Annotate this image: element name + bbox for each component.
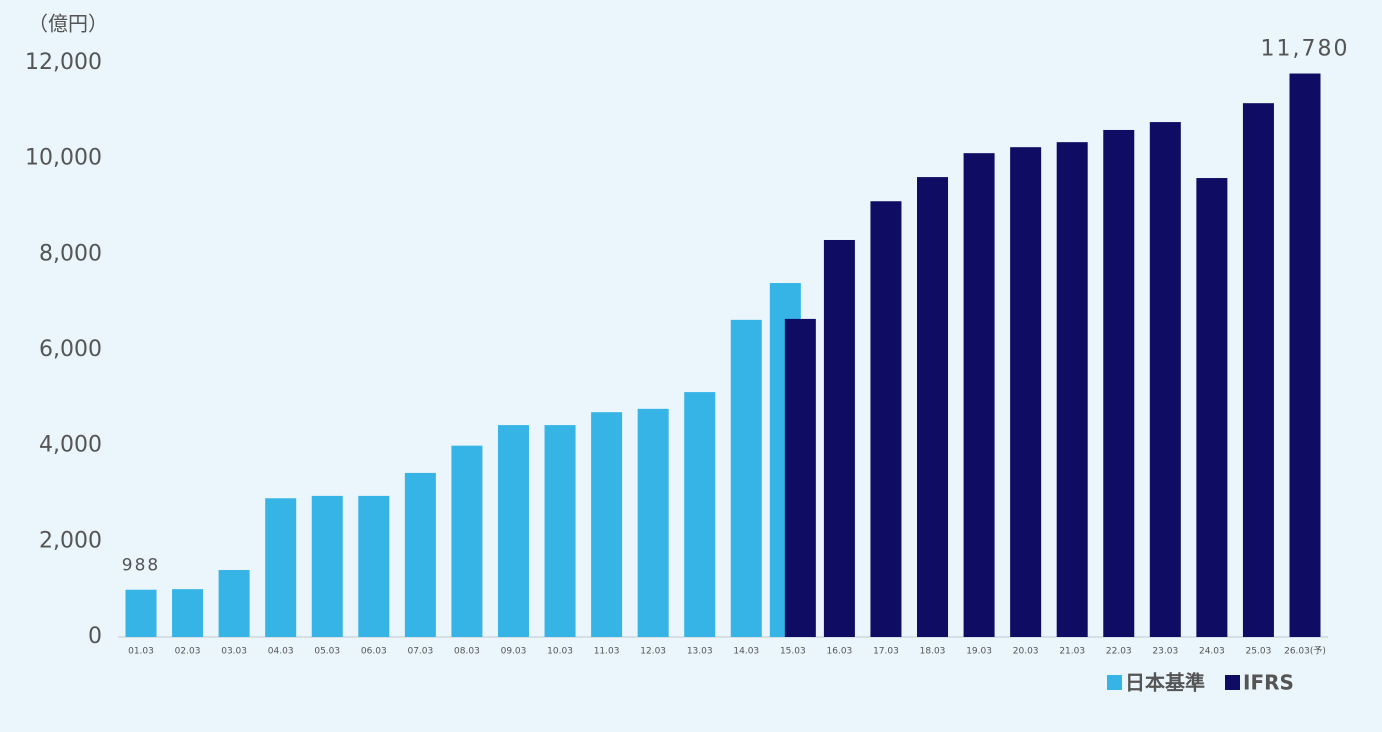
bar [637,408,669,637]
bar [125,589,157,637]
y-tick-label: 6,000 [39,337,102,362]
bar [870,201,902,637]
bar [684,392,716,637]
bar [1242,103,1274,638]
y-tick-label: 10,000 [25,146,102,171]
bar [265,498,297,637]
bar [451,445,483,637]
bar [591,412,623,637]
y-tick-label: 12,000 [25,50,102,75]
x-tick-label: 19.03 [966,647,992,657]
bar [172,589,204,637]
data-label: 988 [122,556,160,576]
x-tick-label: 10.03 [547,647,573,657]
legend-label: 日本基準 [1125,671,1205,695]
x-tick-label: 17.03 [873,647,899,657]
bar [1289,73,1321,638]
bar [358,495,390,637]
y-tick-label: 0 [88,624,102,649]
x-tick-label: 15.03 [780,647,806,657]
x-tick-label: 21.03 [1059,647,1085,657]
bar [311,495,343,637]
bar [963,153,995,637]
bar [823,239,855,637]
legend-swatch [1107,675,1122,690]
legend-swatch [1225,675,1240,690]
x-tick-label: 24.03 [1199,647,1225,657]
data-label: 11,780 [1261,37,1350,62]
x-tick-label: 12.03 [640,647,666,657]
legend-label: IFRS [1243,671,1294,695]
y-axis-label: （億円） [28,12,108,36]
x-tick-label: 06.03 [361,647,387,657]
bar [917,177,949,637]
x-tick-label: 02.03 [175,647,201,657]
x-tick-label: 01.03 [128,647,154,657]
bar [404,472,436,637]
x-tick-label: 26.03(予) [1284,646,1326,657]
bar [1103,129,1135,637]
bar [730,319,762,637]
bar [784,318,816,637]
x-tick-label: 05.03 [314,647,340,657]
x-tick-label: 11.03 [594,647,620,657]
bar [1149,122,1181,638]
bar [218,570,250,637]
x-tick-label: 16.03 [827,647,853,657]
x-tick-label: 20.03 [1013,647,1039,657]
x-tick-label: 03.03 [221,647,247,657]
bar [544,425,576,637]
x-tick-label: 09.03 [501,647,527,657]
bar [1196,178,1228,637]
bar [1010,147,1042,638]
x-tick-label: 04.03 [268,647,294,657]
x-tick-label: 14.03 [733,647,759,657]
bar [497,425,529,637]
y-tick-label: 4,000 [39,433,102,458]
x-tick-label: 07.03 [407,647,433,657]
x-tick-label: 18.03 [920,647,946,657]
y-tick-label: 8,000 [39,241,102,266]
y-tick-label: 2,000 [39,528,102,553]
bar [1056,142,1088,637]
x-tick-label: 13.03 [687,647,713,657]
x-tick-label: 25.03 [1246,647,1272,657]
x-tick-label: 08.03 [454,647,480,657]
x-tick-label: 22.03 [1106,647,1132,657]
x-tick-label: 23.03 [1152,647,1178,657]
